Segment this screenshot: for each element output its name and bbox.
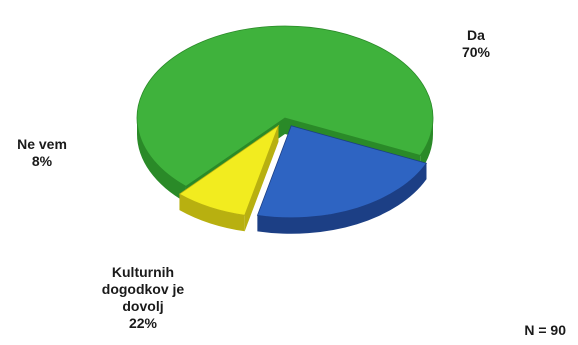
label-da-name: Da <box>467 27 485 43</box>
label-kulturnih: Kulturnih dogodkov je dovolj 22% <box>78 264 208 332</box>
slice-side-da-1 <box>420 118 433 172</box>
slice-top-ne-vem <box>178 124 280 216</box>
slice-wall-ne-vem-0 <box>244 125 279 232</box>
label-kulturnih-percent: 22% <box>128 315 158 331</box>
label-kulturnih-line-1: Kulturnih <box>111 264 175 280</box>
slice-side-da-0 <box>137 118 186 203</box>
label-da: Da 70% <box>448 27 504 61</box>
slice-side-ne-vem-1 <box>179 194 245 232</box>
slice-kulturnih-dogodkov-je-dovolj <box>256 125 428 234</box>
label-ne-vem-percent: 8% <box>31 153 53 169</box>
label-kulturnih-line-3: dovolj <box>122 298 164 314</box>
label-ne-vem-name: Ne vem <box>17 136 67 152</box>
label-da-percent: 70% <box>461 44 491 60</box>
label-ne-vem: Ne vem 8% <box>0 136 84 170</box>
slice-ne-vem <box>178 124 280 232</box>
slice-side-kulturnih-dogodkov-je-dovolj-1 <box>257 163 427 234</box>
label-kulturnih-line-2: dogodkov je <box>101 281 185 297</box>
sample-size-note: N = 90 <box>524 322 566 338</box>
slice-top-da <box>136 25 434 187</box>
slice-top-kulturnih-dogodkov-je-dovolj <box>256 125 428 219</box>
